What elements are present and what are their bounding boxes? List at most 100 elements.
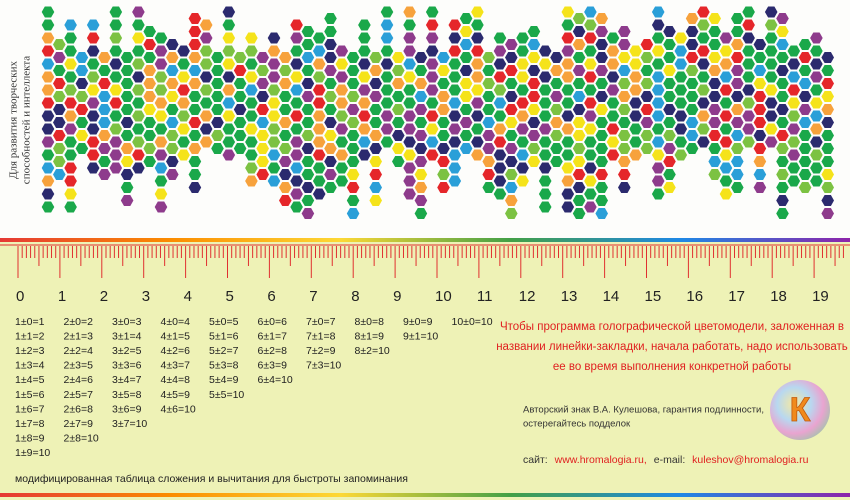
- hexagon: [618, 39, 631, 50]
- hexagon: [41, 32, 55, 44]
- hexagon: [606, 97, 620, 109]
- hexagon: [776, 156, 789, 167]
- hexagon: [708, 169, 721, 180]
- hexagon: [222, 19, 236, 31]
- hexagon: [572, 156, 586, 167]
- hexagon: [753, 65, 767, 76]
- hexagon: [550, 52, 563, 63]
- hexagon: [369, 104, 382, 115]
- table-cell: 4±3=7: [161, 360, 191, 372]
- hexagon: [154, 136, 168, 148]
- hexagon: [143, 39, 156, 50]
- hexagon: [663, 52, 676, 63]
- hexagon: [798, 143, 812, 154]
- hexagon: [41, 19, 55, 31]
- hexagon: [143, 117, 156, 128]
- hexagon: [188, 26, 202, 37]
- hexagon: [312, 84, 326, 96]
- hexagon: [651, 110, 665, 122]
- hexagon: [482, 52, 495, 63]
- ruler-label: 1: [58, 288, 66, 305]
- hexagon: [380, 45, 394, 57]
- hexagon: [86, 84, 100, 96]
- hexagon: [595, 104, 608, 115]
- ruler-label: 4: [184, 288, 192, 305]
- hexagon: [810, 162, 823, 174]
- hexagon: [98, 117, 111, 128]
- hexagon: [471, 123, 484, 135]
- hexagon: [211, 91, 224, 102]
- email[interactable]: kuleshov@hromalogia.ru: [692, 454, 808, 466]
- hexagon: [561, 188, 575, 200]
- hexagon: [674, 45, 688, 57]
- hexagon: [211, 52, 224, 63]
- hexagon: [312, 71, 326, 83]
- hexagon: [776, 182, 789, 193]
- hexagon: [685, 78, 699, 89]
- hexagon: [572, 143, 586, 154]
- hexagon: [731, 130, 744, 141]
- hexagon: [787, 71, 801, 83]
- hexagon: [459, 65, 473, 76]
- hexagon: [561, 136, 575, 148]
- hexagon: [166, 143, 179, 154]
- hexagon: [550, 156, 563, 167]
- hexagon: [550, 91, 563, 102]
- hexagon: [233, 104, 247, 115]
- hexagon: [538, 188, 552, 200]
- hexagon: [279, 91, 292, 102]
- hexagon: [64, 136, 77, 148]
- hexagon: [143, 78, 156, 89]
- hexagon: [109, 110, 123, 122]
- hexagon: [685, 104, 699, 115]
- hexagon: [290, 149, 303, 161]
- hexagon: [392, 78, 405, 89]
- hexagon: [245, 71, 258, 83]
- hexagon: [199, 84, 213, 96]
- hexagon: [290, 84, 303, 96]
- hexagon: [222, 6, 236, 18]
- hexagon: [584, 32, 597, 44]
- hexagon: [584, 175, 597, 187]
- hexagon: [516, 32, 529, 44]
- hexagon: [493, 97, 507, 109]
- hexagon: [538, 149, 552, 161]
- hexagon: [742, 84, 755, 96]
- hexagon: [595, 182, 608, 193]
- hexagon: [651, 162, 665, 174]
- hexagon: [572, 52, 586, 63]
- hexagon: [471, 71, 484, 83]
- hexagon: [86, 45, 100, 57]
- hexagon: [414, 195, 428, 206]
- hexagon: [618, 143, 631, 154]
- hexagon: [516, 84, 529, 96]
- hexagon: [154, 162, 168, 174]
- hexagon: [719, 58, 733, 70]
- hexagon: [279, 65, 292, 76]
- hexagon: [584, 149, 597, 161]
- site[interactable]: www.hromalogia.ru,: [554, 454, 647, 466]
- hexagon: [640, 117, 654, 128]
- hexagon: [132, 110, 145, 122]
- hexagon: [810, 71, 823, 83]
- hexagon: [584, 97, 597, 109]
- hexagon: [75, 52, 89, 63]
- hexagon: [471, 6, 484, 18]
- hexagon: [810, 110, 823, 122]
- hexagon: [324, 52, 337, 63]
- table-cell: 2±4=6: [64, 374, 94, 386]
- hexagon: [120, 156, 134, 167]
- hexagon: [731, 117, 744, 128]
- hexagon: [606, 32, 620, 44]
- hexagon: [482, 143, 495, 154]
- hexagon: [821, 169, 834, 180]
- hexagon: [505, 156, 518, 167]
- hexagon: [708, 143, 721, 154]
- hexagon: [776, 143, 789, 154]
- hexagon: [324, 169, 337, 180]
- hexagon: [177, 123, 190, 135]
- hexagon: [358, 32, 371, 44]
- hexagon: [75, 130, 89, 141]
- hexagon: [312, 162, 326, 174]
- hexagon-field: [41, 6, 834, 219]
